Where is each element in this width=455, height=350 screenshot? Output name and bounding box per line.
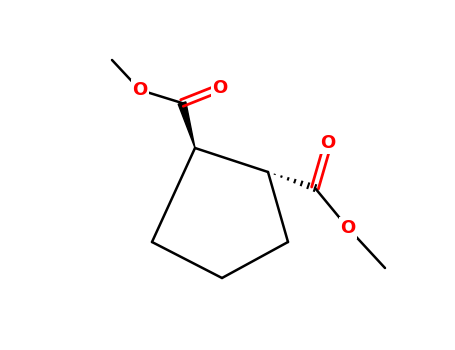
Polygon shape — [178, 102, 195, 148]
Text: O: O — [132, 81, 147, 99]
Text: O: O — [340, 219, 356, 237]
Text: O: O — [320, 134, 336, 152]
Text: O: O — [212, 79, 228, 97]
